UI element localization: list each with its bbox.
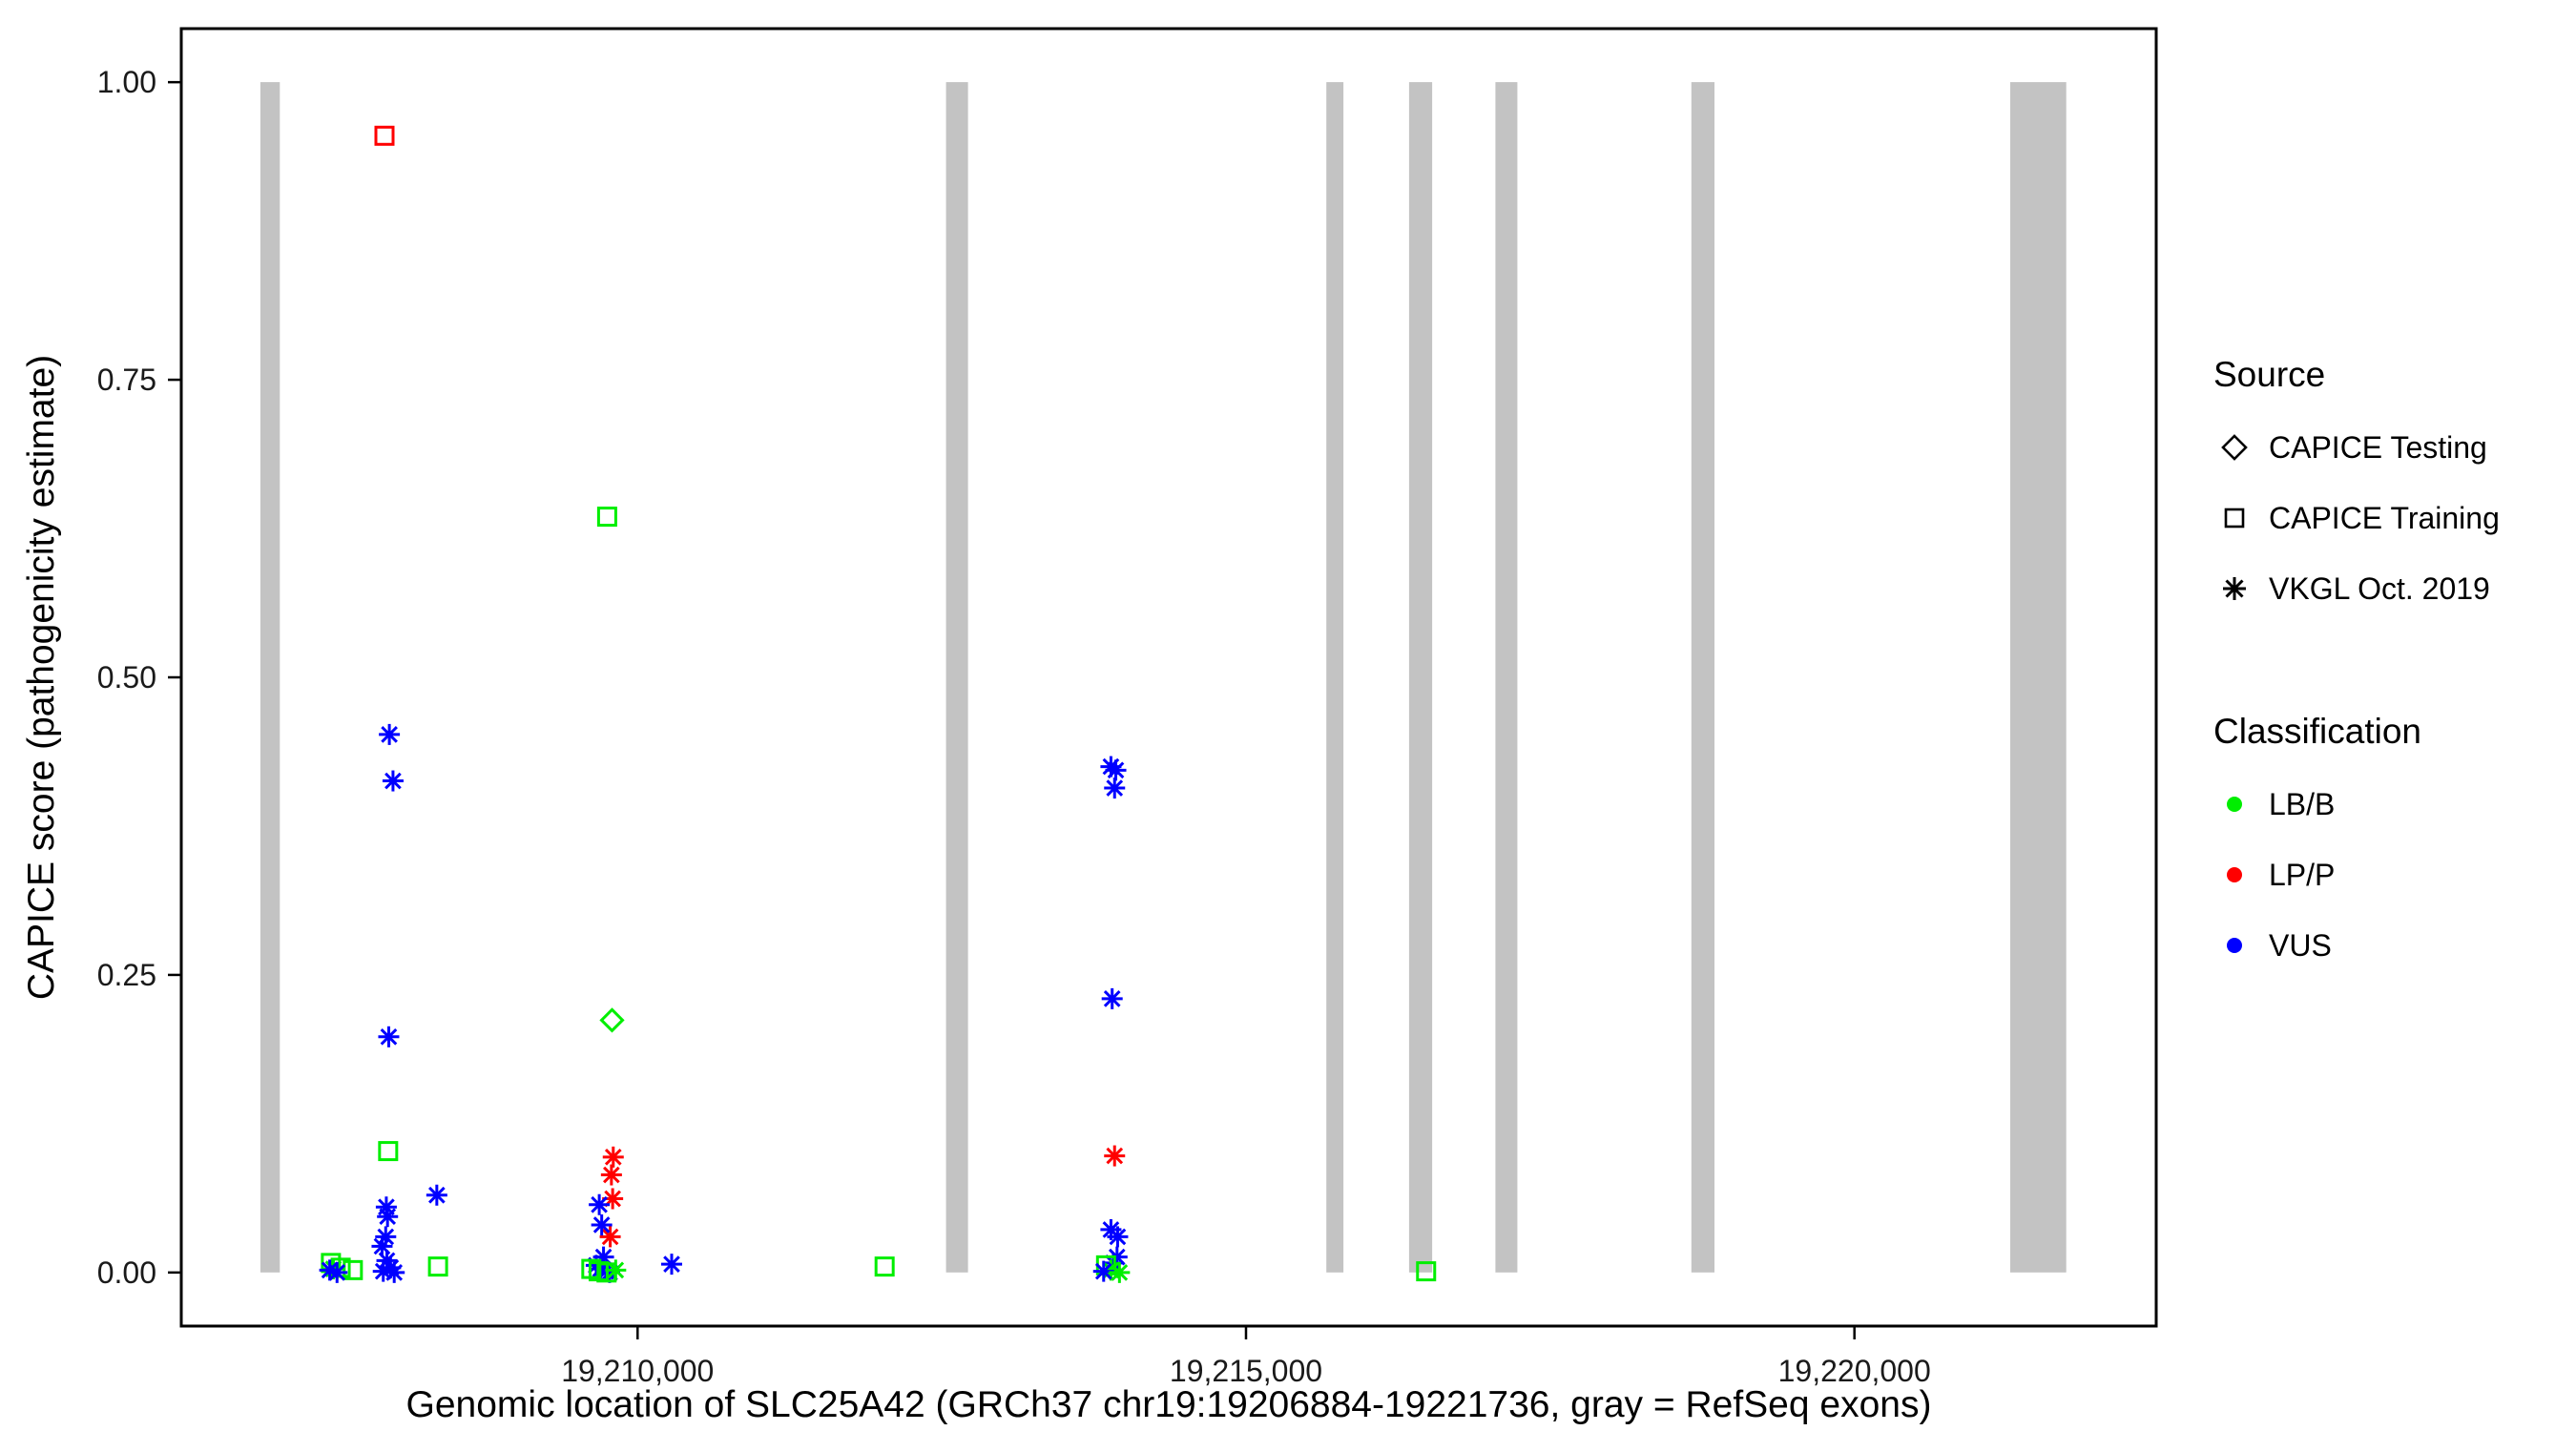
green-dot-icon [2227, 797, 2242, 812]
data-point-asterisk [660, 1254, 682, 1275]
legend-item-label: VUS [2269, 927, 2332, 963]
legend-item-label: CAPICE Testing [2269, 429, 2487, 465]
red-dot-icon [2227, 867, 2242, 882]
legend-item-label: CAPICE Training [2269, 500, 2500, 535]
legend-item-lpp: LP/P [2213, 840, 2500, 910]
data-point-asterisk [371, 1235, 393, 1257]
refseq-exon-bar [1691, 82, 1714, 1273]
legend-source-title: Source [2213, 355, 2326, 394]
data-point-asterisk [589, 1193, 611, 1215]
y-tick-label: 0.75 [97, 363, 156, 397]
legend-item-label: LB/B [2269, 786, 2336, 821]
data-point-asterisk [1105, 759, 1127, 781]
legend-item-vkgl: VKGL Oct. 2019 [2213, 553, 2500, 624]
refseq-exon-bar [1326, 82, 1344, 1273]
x-tick-label: 19,220,000 [1778, 1354, 1931, 1388]
legend-item-label: VKGL Oct. 2019 [2269, 570, 2490, 606]
x-axis-label: Genomic location of SLC25A42 (GRCh37 chr… [405, 1384, 1932, 1425]
y-tick-label: 0.00 [97, 1255, 156, 1290]
data-point-asterisk [1104, 778, 1126, 799]
data-point-asterisk [384, 1261, 405, 1283]
square-icon [2224, 508, 2245, 529]
refseq-exon-bar [1408, 82, 1433, 1273]
data-point-asterisk [591, 1213, 613, 1235]
data-point-square [343, 1259, 364, 1280]
data-point-square [374, 125, 395, 146]
data-point-diamond [599, 1007, 625, 1033]
y-tick-label: 1.00 [97, 65, 156, 99]
data-point-asterisk [1107, 1226, 1129, 1248]
data-point-asterisk [1101, 987, 1123, 1009]
panel-border [179, 27, 2158, 1328]
data-point-square [427, 1256, 448, 1277]
data-point-square [378, 1141, 399, 1162]
data-point-asterisk [379, 723, 401, 745]
refseq-exon-bar [945, 82, 968, 1273]
data-point-asterisk [377, 1206, 399, 1228]
blue-dot-icon [2227, 938, 2242, 953]
data-point-asterisk [600, 1164, 622, 1186]
data-point-asterisk [605, 1259, 627, 1281]
y-tick-label: 0.50 [97, 660, 156, 695]
data-point-square [596, 507, 617, 528]
asterisk-icon [2223, 577, 2246, 600]
data-point-asterisk [382, 770, 404, 792]
diamond-icon [2221, 434, 2248, 461]
legend-item-lbb: LB/B [2213, 769, 2500, 840]
legend-classification-title: Classification [2213, 712, 2421, 751]
data-point-asterisk [378, 1026, 400, 1047]
refseq-exon-bar [2010, 82, 2067, 1273]
y-axis-label: CAPICE score (pathogenicity estimate) [21, 354, 62, 1001]
legend-item-capice-training: CAPICE Training [2213, 483, 2500, 553]
data-point-square [1416, 1261, 1437, 1282]
legend-item-vus: VUS [2213, 910, 2500, 981]
refseq-exon-bar [1495, 82, 1518, 1273]
y-tick-label: 0.25 [97, 958, 156, 992]
data-point-asterisk [1109, 1261, 1131, 1283]
refseq-exon-bar [260, 82, 280, 1273]
legend: Source CAPICE Testing CAPICE Training [2213, 355, 2500, 981]
data-point-asterisk [426, 1184, 447, 1206]
data-point-asterisk [1104, 1145, 1126, 1167]
x-tick-label: 19,215,000 [1170, 1354, 1322, 1388]
legend-item-capice-testing: CAPICE Testing [2213, 412, 2500, 483]
data-point-square [874, 1256, 895, 1277]
legend-item-label: LP/P [2269, 857, 2336, 892]
x-tick-label: 19,210,000 [561, 1354, 714, 1388]
data-point-asterisk [602, 1146, 624, 1168]
data-point-asterisk [326, 1261, 348, 1283]
data-point-asterisk [599, 1226, 621, 1248]
